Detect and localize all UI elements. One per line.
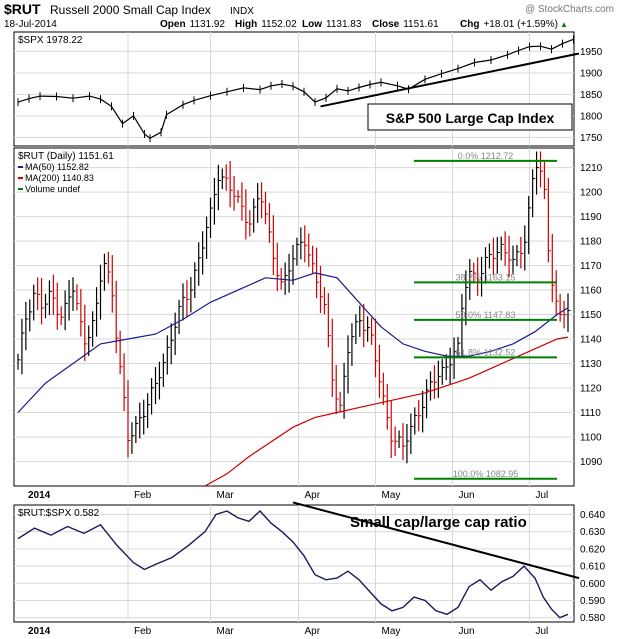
quote-low: Low 1131.83	[302, 19, 362, 30]
rut-ytick-label: 1100	[580, 433, 602, 444]
rut-ytick-label: 1110	[580, 408, 601, 419]
ratio-ytick-label: 0.630	[580, 527, 605, 538]
quote-label-chg: Chg	[460, 19, 479, 30]
ratio-ytick-label: 0.610	[580, 562, 605, 573]
rut-ytick-label: 1150	[580, 310, 602, 321]
spx-legend: $SPX 1978.22	[18, 35, 83, 46]
watermark: @ StockCharts.com	[525, 4, 614, 15]
ratio-x-tick-label: May	[382, 626, 401, 637]
rut-x-tick-label: 2014	[28, 490, 51, 501]
quote-label-close: Close	[372, 19, 400, 30]
rut-ytick-label: 1090	[580, 457, 603, 468]
rut-ytick-label: 1140	[580, 335, 602, 346]
ratio-legend: $RUT:$SPX 0.582	[18, 508, 100, 519]
rut-x-tick-label: Feb	[134, 490, 152, 501]
spx-ytick-label: 1750	[580, 133, 603, 144]
ratio-ytick-label: 0.640	[580, 510, 605, 521]
spx-ytick-label: 1800	[580, 111, 603, 122]
ratio-annotation: Small cap/large cap ratio	[350, 514, 527, 531]
ratio-ytick-label: 0.600	[580, 579, 605, 590]
rut-panel: 1090 1100 1110 1120 1130 1140 1150 1160 1170 1180…	[13, 147, 603, 487]
spx-ytick-label: 1850	[580, 90, 603, 101]
ratio-ytick-label: 0.580	[580, 613, 605, 624]
quote-value-high: 1152.02	[261, 19, 297, 30]
fib-label: 61.8% 1132.52	[456, 347, 516, 357]
rut-legend-item: MA(50) 1152.82	[25, 162, 89, 172]
rut-ytick-label: 1210	[580, 163, 603, 174]
quote-high: High 1152.02	[235, 19, 297, 30]
ratio-frame	[13, 504, 575, 623]
ratio-trendline	[292, 501, 580, 580]
chart-index-name: Russell 2000 Small Cap Index	[50, 3, 211, 17]
ratio-x-tick-label: Jul	[536, 626, 549, 637]
quote-open: Open 1131.92	[160, 19, 225, 30]
rut-x-tick-label: Mar	[217, 490, 235, 501]
rut-ytick-label: 1200	[580, 188, 603, 199]
quote-chg: Chg +18.01 (+1.59%) ▲	[460, 19, 568, 30]
quote-value-chg: +18.01 (+1.59%)	[483, 19, 558, 30]
chart-date: 18-Jul-2014	[4, 19, 57, 30]
rut-x-tick-label: May	[382, 490, 401, 501]
ratio-ytick-label: 0.590	[580, 596, 605, 607]
ratio-x-tick-label: Feb	[134, 626, 152, 637]
rut-ytick-label: 1130	[580, 359, 602, 370]
ratio-line	[17, 510, 569, 619]
fib-label: 100.0% 1082.95	[453, 469, 519, 479]
chg-up-arrow: ▲	[560, 20, 568, 29]
spx-annotation-box	[367, 103, 573, 131]
rut-frame	[13, 147, 575, 487]
quote-value-low: 1131.83	[326, 19, 362, 30]
spx-ytick-label: 1900	[580, 68, 603, 79]
rut-ytick-label: 1160	[580, 286, 602, 297]
ratio-x-tick-label: Apr	[305, 626, 321, 637]
rut-x-tick-label: Apr	[305, 490, 321, 501]
ratio-x-axis: 2014 Feb Mar Apr May Jun Jul	[28, 626, 548, 637]
rut-x-tick-label: Jun	[459, 490, 475, 501]
rut-ytick-label: 1180	[580, 237, 602, 248]
rut-ma50-line	[17, 272, 569, 413]
rut-ytick-label: 1170	[580, 261, 602, 272]
ratio-x-tick-label: Mar	[217, 626, 235, 637]
quote-label-open: Open	[160, 19, 186, 30]
fib-label: 0.0% 1212.72	[458, 151, 514, 161]
ratio-panel: 0.580 0.590 0.600 0.610 0.620 0.630 0.640 $RUT:…	[13, 501, 605, 624]
rut-legend-item: Volume undef	[25, 184, 81, 194]
quote-label-high: High	[235, 19, 257, 30]
chart-symbol: $RUT	[4, 1, 41, 17]
rut-x-tick-label: Jul	[536, 490, 549, 501]
rut-legend-item: $RUT (Daily) 1151.61	[18, 151, 114, 162]
ratio-x-tick-label: 2014	[28, 626, 51, 637]
quote-value-close: 1151.61	[403, 19, 439, 30]
quote-close: Close 1151.61	[372, 19, 439, 30]
spx-trendline	[320, 52, 580, 108]
spx-ytick-label: 1950	[580, 47, 603, 58]
rut-legend-item: MA(200) 1140.83	[25, 173, 94, 183]
rut-ytick-label: 1190	[580, 212, 602, 223]
rut-x-axis: 2014 Feb Mar Apr May Jun Jul	[28, 490, 548, 501]
fib-label: 38.2% 1163.15	[456, 272, 516, 282]
quote-value-open: 1131.92	[190, 19, 226, 30]
rut-ytick-label: 1120	[580, 384, 602, 395]
chart-exchange: INDX	[230, 6, 254, 17]
spx-annotation: S&P 500 Large Cap Index	[386, 110, 555, 126]
fib-label: 50.0% 1147.83	[456, 310, 516, 320]
ratio-ytick-label: 0.620	[580, 544, 605, 555]
quote-label-low: Low	[302, 19, 322, 30]
ratio-x-tick-label: Jun	[459, 626, 475, 637]
quote-row: Open 1131.92 High 1152.02 Low 1131.83 Close 115…	[160, 19, 568, 30]
